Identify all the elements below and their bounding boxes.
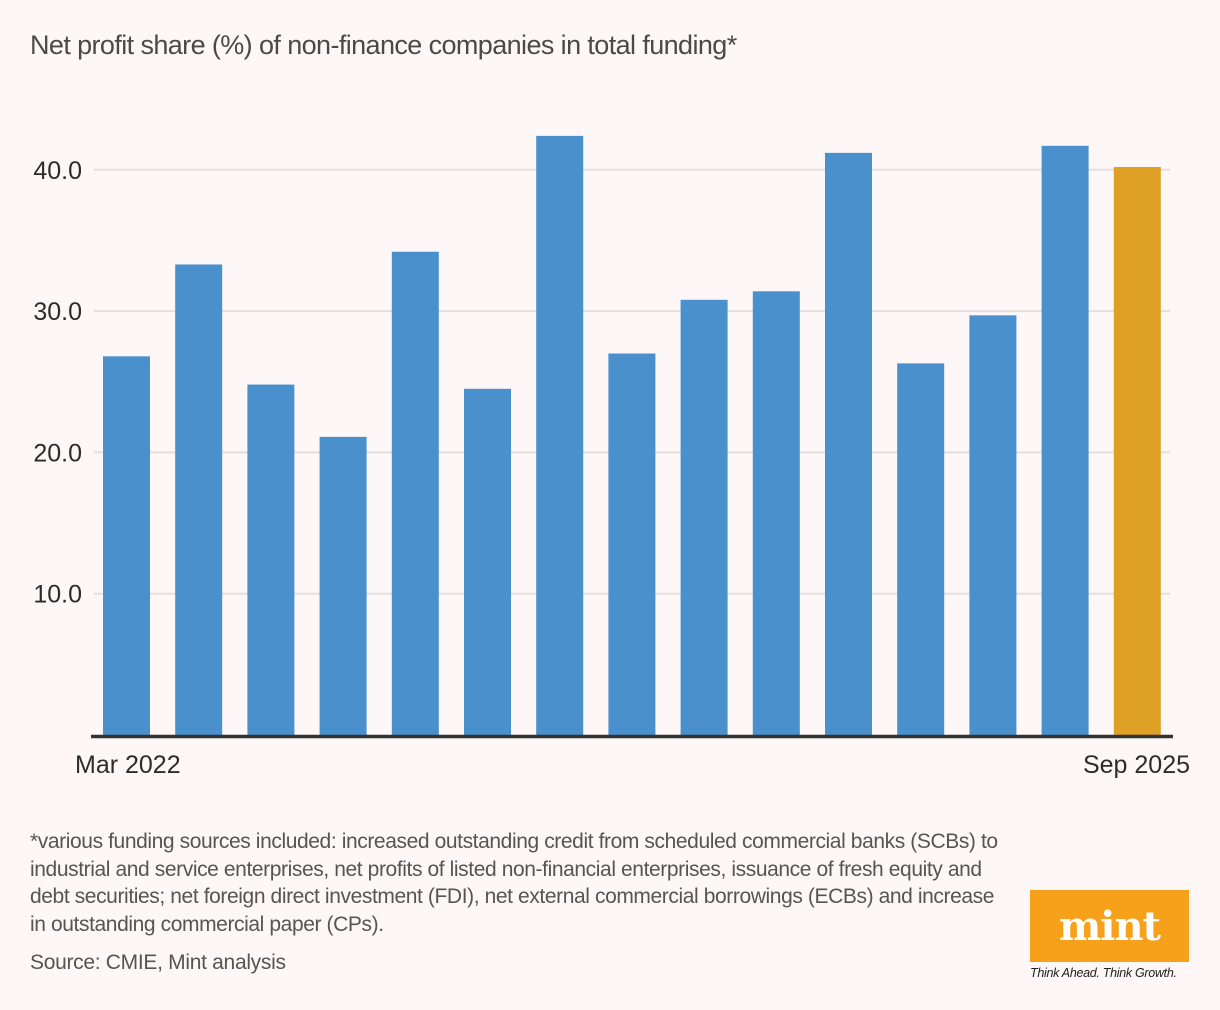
y-tick-label: 30.0: [33, 298, 82, 326]
bar: [897, 363, 945, 735]
footnote: *various funding sources included: incre…: [30, 830, 998, 936]
mint-logo: mint: [1030, 890, 1189, 962]
bar: [680, 299, 728, 735]
bar: [969, 315, 1017, 735]
bar: [608, 353, 656, 735]
bar: [391, 251, 439, 735]
bar-chart: 10.0 20.0 30.0 40.0 Mar 2022 Sep 2025: [33, 135, 1190, 779]
chart-title: Net profit share (%) of non-finance comp…: [30, 30, 737, 60]
bar-highlight: [1113, 166, 1161, 735]
source-note: Source: CMIE, Mint analysis: [30, 951, 286, 974]
x-tick-label-start: Mar 2022: [75, 751, 181, 779]
logo-tagline: Think Ahead. Think Growth.: [1030, 966, 1177, 980]
bar: [752, 291, 800, 735]
bar: [825, 152, 872, 735]
bar: [175, 264, 223, 735]
y-axis-ticks: 10.0 20.0 30.0 40.0: [33, 157, 82, 609]
y-tick-label: 40.0: [33, 157, 82, 185]
bar: [536, 135, 584, 735]
x-axis-labels: Mar 2022 Sep 2025: [75, 751, 1190, 779]
bar: [464, 388, 511, 735]
x-tick-label-end: Sep 2025: [1083, 751, 1190, 779]
bar: [319, 436, 367, 735]
bar: [247, 384, 295, 735]
bars: [103, 135, 1161, 735]
bar: [1041, 145, 1089, 735]
y-tick-label: 10.0: [33, 581, 82, 609]
logo-text: mint: [1058, 902, 1161, 950]
bar: [103, 356, 150, 735]
y-tick-label: 20.0: [33, 439, 82, 467]
